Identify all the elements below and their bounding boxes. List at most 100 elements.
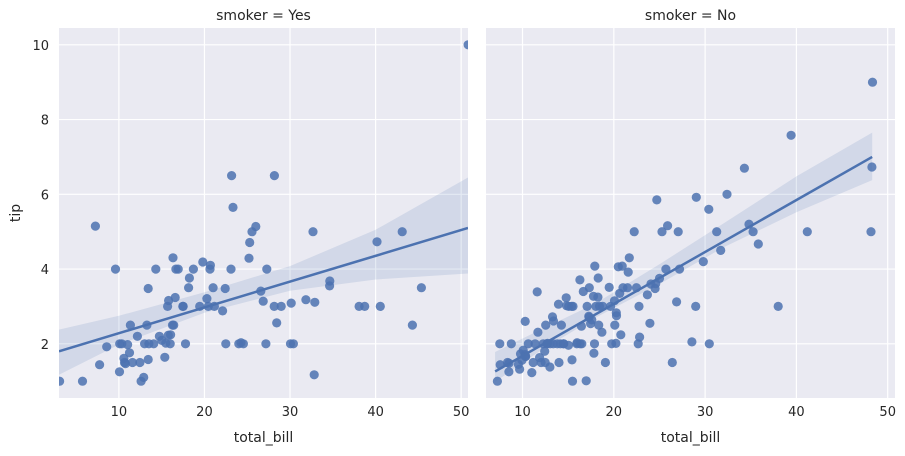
data-point (540, 357, 550, 368)
plot-area (59, 28, 468, 398)
data-point (301, 295, 311, 305)
data-point (132, 331, 142, 341)
data-point (611, 311, 622, 321)
data-point (866, 227, 876, 237)
data-point (308, 227, 318, 237)
x-tick-label: 10 (514, 405, 531, 420)
data-point (657, 227, 667, 237)
data-point (135, 357, 145, 368)
data-point (624, 253, 634, 263)
data-point (634, 301, 644, 311)
x-tick-label: 20 (606, 405, 623, 420)
data-point (616, 330, 626, 340)
data-point (463, 40, 468, 50)
data-point (661, 264, 671, 274)
x-axis-label: total_bill (661, 430, 721, 446)
data-point (540, 346, 550, 356)
data-point (261, 339, 271, 349)
data-point (173, 264, 183, 274)
panel-title: smoker = No (645, 8, 736, 24)
data-point (288, 339, 298, 349)
data-point (673, 227, 683, 237)
data-point (533, 327, 543, 337)
data-point (523, 339, 533, 349)
data-point (114, 367, 125, 377)
data-point (227, 171, 237, 181)
data-point (867, 162, 877, 172)
data-point (143, 283, 153, 294)
data-point (739, 163, 750, 173)
x-tick-label: 50 (879, 405, 896, 420)
data-point (202, 294, 212, 304)
data-point (622, 283, 633, 293)
data-point (691, 301, 701, 311)
data-point (124, 348, 135, 358)
data-point (218, 306, 228, 316)
y-tick-label: 4 (41, 263, 49, 278)
data-point (515, 364, 525, 374)
data-point (127, 357, 138, 368)
data-point (309, 370, 319, 380)
data-point (577, 339, 587, 349)
data-point (593, 273, 603, 283)
data-point (691, 192, 701, 202)
data-point (642, 290, 653, 300)
data-point (492, 376, 502, 386)
data-point (165, 339, 175, 349)
regression-line (59, 226, 468, 353)
data-point (561, 293, 571, 303)
data-point (262, 264, 272, 274)
data-point (541, 320, 551, 330)
y-axis-label: tip (8, 204, 24, 222)
data-point (532, 287, 542, 297)
data-point (95, 360, 105, 370)
data-point (258, 296, 268, 306)
data-point (245, 237, 255, 248)
x-tick-label: 40 (788, 405, 805, 420)
x-tick-label: 40 (367, 405, 384, 420)
data-point (617, 261, 627, 271)
data-point (360, 301, 370, 311)
data-point (600, 357, 611, 368)
data-point (276, 301, 286, 311)
data-point (611, 338, 621, 348)
plot-content (492, 77, 878, 386)
data-point (269, 171, 279, 181)
data-point (143, 354, 153, 365)
data-point (184, 283, 194, 293)
data-point (166, 330, 176, 340)
data-point (139, 372, 149, 382)
data-point (563, 340, 574, 350)
data-point (593, 292, 603, 302)
data-point (589, 339, 600, 349)
data-point (407, 320, 417, 330)
data-point (604, 282, 614, 292)
data-point (125, 320, 135, 330)
data-point (578, 286, 588, 297)
data-point (149, 339, 159, 349)
x-tick-label: 20 (196, 405, 213, 420)
data-point (704, 204, 714, 214)
data-point (178, 301, 188, 311)
data-point (325, 276, 335, 286)
data-point (169, 320, 179, 330)
data-point (151, 264, 161, 274)
data-point (773, 301, 783, 311)
data-point (753, 239, 763, 249)
plot-content (59, 40, 468, 386)
data-point (589, 348, 599, 358)
data-point (528, 357, 538, 368)
data-point (582, 301, 592, 311)
data-point (170, 292, 180, 303)
x-tick-label: 50 (453, 405, 470, 420)
data-point (286, 298, 296, 308)
data-point (102, 342, 112, 352)
data-point (590, 261, 600, 271)
data-point (208, 283, 218, 293)
data-point (594, 320, 604, 330)
data-point (672, 297, 682, 307)
data-point (244, 253, 254, 263)
data-point (59, 376, 65, 386)
data-point (205, 260, 215, 270)
